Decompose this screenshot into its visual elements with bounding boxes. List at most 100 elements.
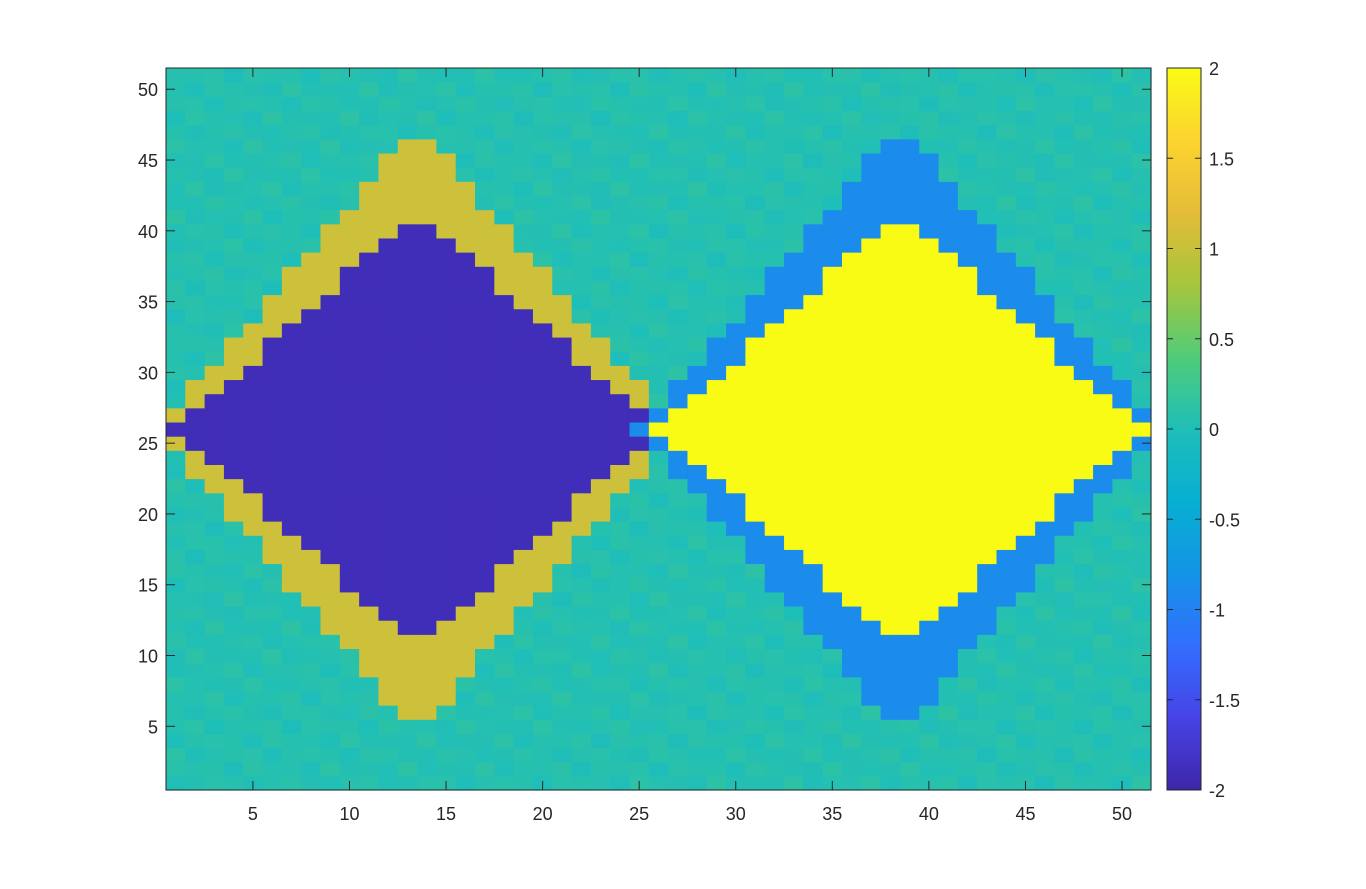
- heatmap-cell: [957, 478, 978, 494]
- heatmap-cell: [745, 421, 766, 437]
- heatmap-cell: [938, 110, 959, 126]
- heatmap-cell: [1035, 549, 1056, 565]
- heatmap-cell: [803, 705, 824, 720]
- heatmap-cell: [648, 138, 669, 154]
- heatmap-cell: [784, 521, 804, 536]
- heatmap-cell: [957, 577, 978, 593]
- heatmap-cell: [764, 82, 785, 97]
- heatmap-cell: [706, 591, 727, 607]
- heatmap-cell: [1015, 605, 1036, 621]
- heatmap-cell: [552, 775, 573, 791]
- heatmap-cell: [455, 775, 476, 791]
- heatmap-cell: [977, 266, 998, 281]
- heatmap-cell: [494, 308, 515, 324]
- heatmap-cell: [532, 351, 553, 366]
- heatmap-cell: [417, 577, 437, 593]
- heatmap-cell: [397, 379, 418, 395]
- heatmap-cell: [996, 393, 1017, 409]
- heatmap-cell: [861, 719, 882, 734]
- heatmap-cell: [668, 124, 689, 140]
- heatmap-cell: [977, 535, 998, 550]
- heatmap-cell: [803, 322, 824, 338]
- heatmap-cell: [532, 436, 553, 451]
- heatmap-cell: [1035, 591, 1056, 607]
- heatmap-cell: [938, 308, 959, 324]
- heatmap-cell: [706, 124, 727, 140]
- heatmap-cell: [301, 223, 322, 239]
- heatmap-cell: [204, 237, 225, 253]
- heatmap-cell: [455, 620, 476, 635]
- heatmap-cell: [185, 492, 206, 508]
- heatmap-cell: [899, 506, 920, 522]
- heatmap-cell: [552, 506, 573, 522]
- heatmap-cell: [320, 761, 341, 777]
- heatmap-cell: [281, 620, 302, 635]
- heatmap-cell: [301, 747, 322, 763]
- heatmap-cell: [784, 167, 804, 182]
- heatmap-cell: [436, 421, 457, 437]
- heatmap-cell: [417, 775, 437, 791]
- heatmap-cell: [455, 252, 476, 267]
- heatmap-cell: [243, 662, 264, 678]
- y-tick-label: 25: [138, 434, 158, 454]
- heatmap-cell: [571, 223, 592, 239]
- heatmap-cell: [185, 195, 206, 211]
- heatmap-cell: [532, 577, 553, 593]
- heatmap-cell: [552, 181, 573, 197]
- heatmap-cell: [397, 110, 418, 126]
- heatmap-cell: [1131, 620, 1152, 635]
- heatmap-cell: [185, 521, 206, 536]
- heatmap-cell: [455, 563, 476, 579]
- heatmap-cell: [359, 181, 380, 197]
- heatmap-cell: [590, 167, 611, 182]
- heatmap-cell: [803, 110, 824, 126]
- heatmap-cell: [475, 521, 495, 536]
- heatmap-cell: [513, 223, 534, 239]
- heatmap-cell: [880, 662, 901, 678]
- heatmap-cell: [1015, 620, 1036, 635]
- heatmap-cell: [339, 393, 360, 409]
- heatmap-cell: [706, 549, 727, 565]
- heatmap-cell: [784, 591, 804, 607]
- heatmap-cell: [764, 662, 785, 678]
- heatmap-cell: [841, 68, 862, 83]
- heatmap-cell: [1131, 336, 1152, 352]
- heatmap-cell: [1131, 535, 1152, 550]
- heatmap-cell: [784, 82, 804, 97]
- heatmap-cell: [648, 662, 669, 678]
- heatmap-cell: [494, 209, 515, 225]
- heatmap-cell: [648, 223, 669, 239]
- heatmap-cell: [204, 407, 225, 423]
- heatmap-cell: [880, 761, 901, 777]
- heatmap-cell: [629, 421, 650, 437]
- heatmap-cell: [281, 110, 302, 126]
- heatmap-cell: [223, 436, 244, 451]
- heatmap-cell: [880, 506, 901, 522]
- heatmap-cell: [475, 223, 495, 239]
- heatmap-cell: [475, 322, 495, 338]
- heatmap-cell: [166, 266, 186, 281]
- heatmap-cell: [841, 464, 862, 480]
- heatmap-cell: [223, 690, 244, 706]
- heatmap-cell: [610, 436, 631, 451]
- heatmap-cell: [745, 209, 766, 225]
- heatmap-cell: [320, 634, 341, 650]
- heatmap-cell: [571, 634, 592, 650]
- heatmap-cell: [1093, 379, 1113, 395]
- heatmap-cell: [629, 195, 650, 211]
- heatmap-cell: [223, 322, 244, 338]
- heatmap-cell: [938, 492, 959, 508]
- heatmap-cell: [803, 690, 824, 706]
- heatmap-cell: [841, 138, 862, 154]
- heatmap-cell: [938, 761, 959, 777]
- heatmap-cell: [1035, 676, 1056, 692]
- heatmap-cell: [417, 195, 437, 211]
- heatmap-cell: [571, 535, 592, 550]
- heatmap-cell: [185, 563, 206, 579]
- heatmap-cell: [359, 620, 380, 635]
- heatmap-cell: [706, 152, 727, 168]
- heatmap-cell: [629, 266, 650, 281]
- heatmap-cell: [1112, 351, 1133, 366]
- heatmap-cell: [764, 322, 785, 338]
- heatmap-cell: [552, 266, 573, 281]
